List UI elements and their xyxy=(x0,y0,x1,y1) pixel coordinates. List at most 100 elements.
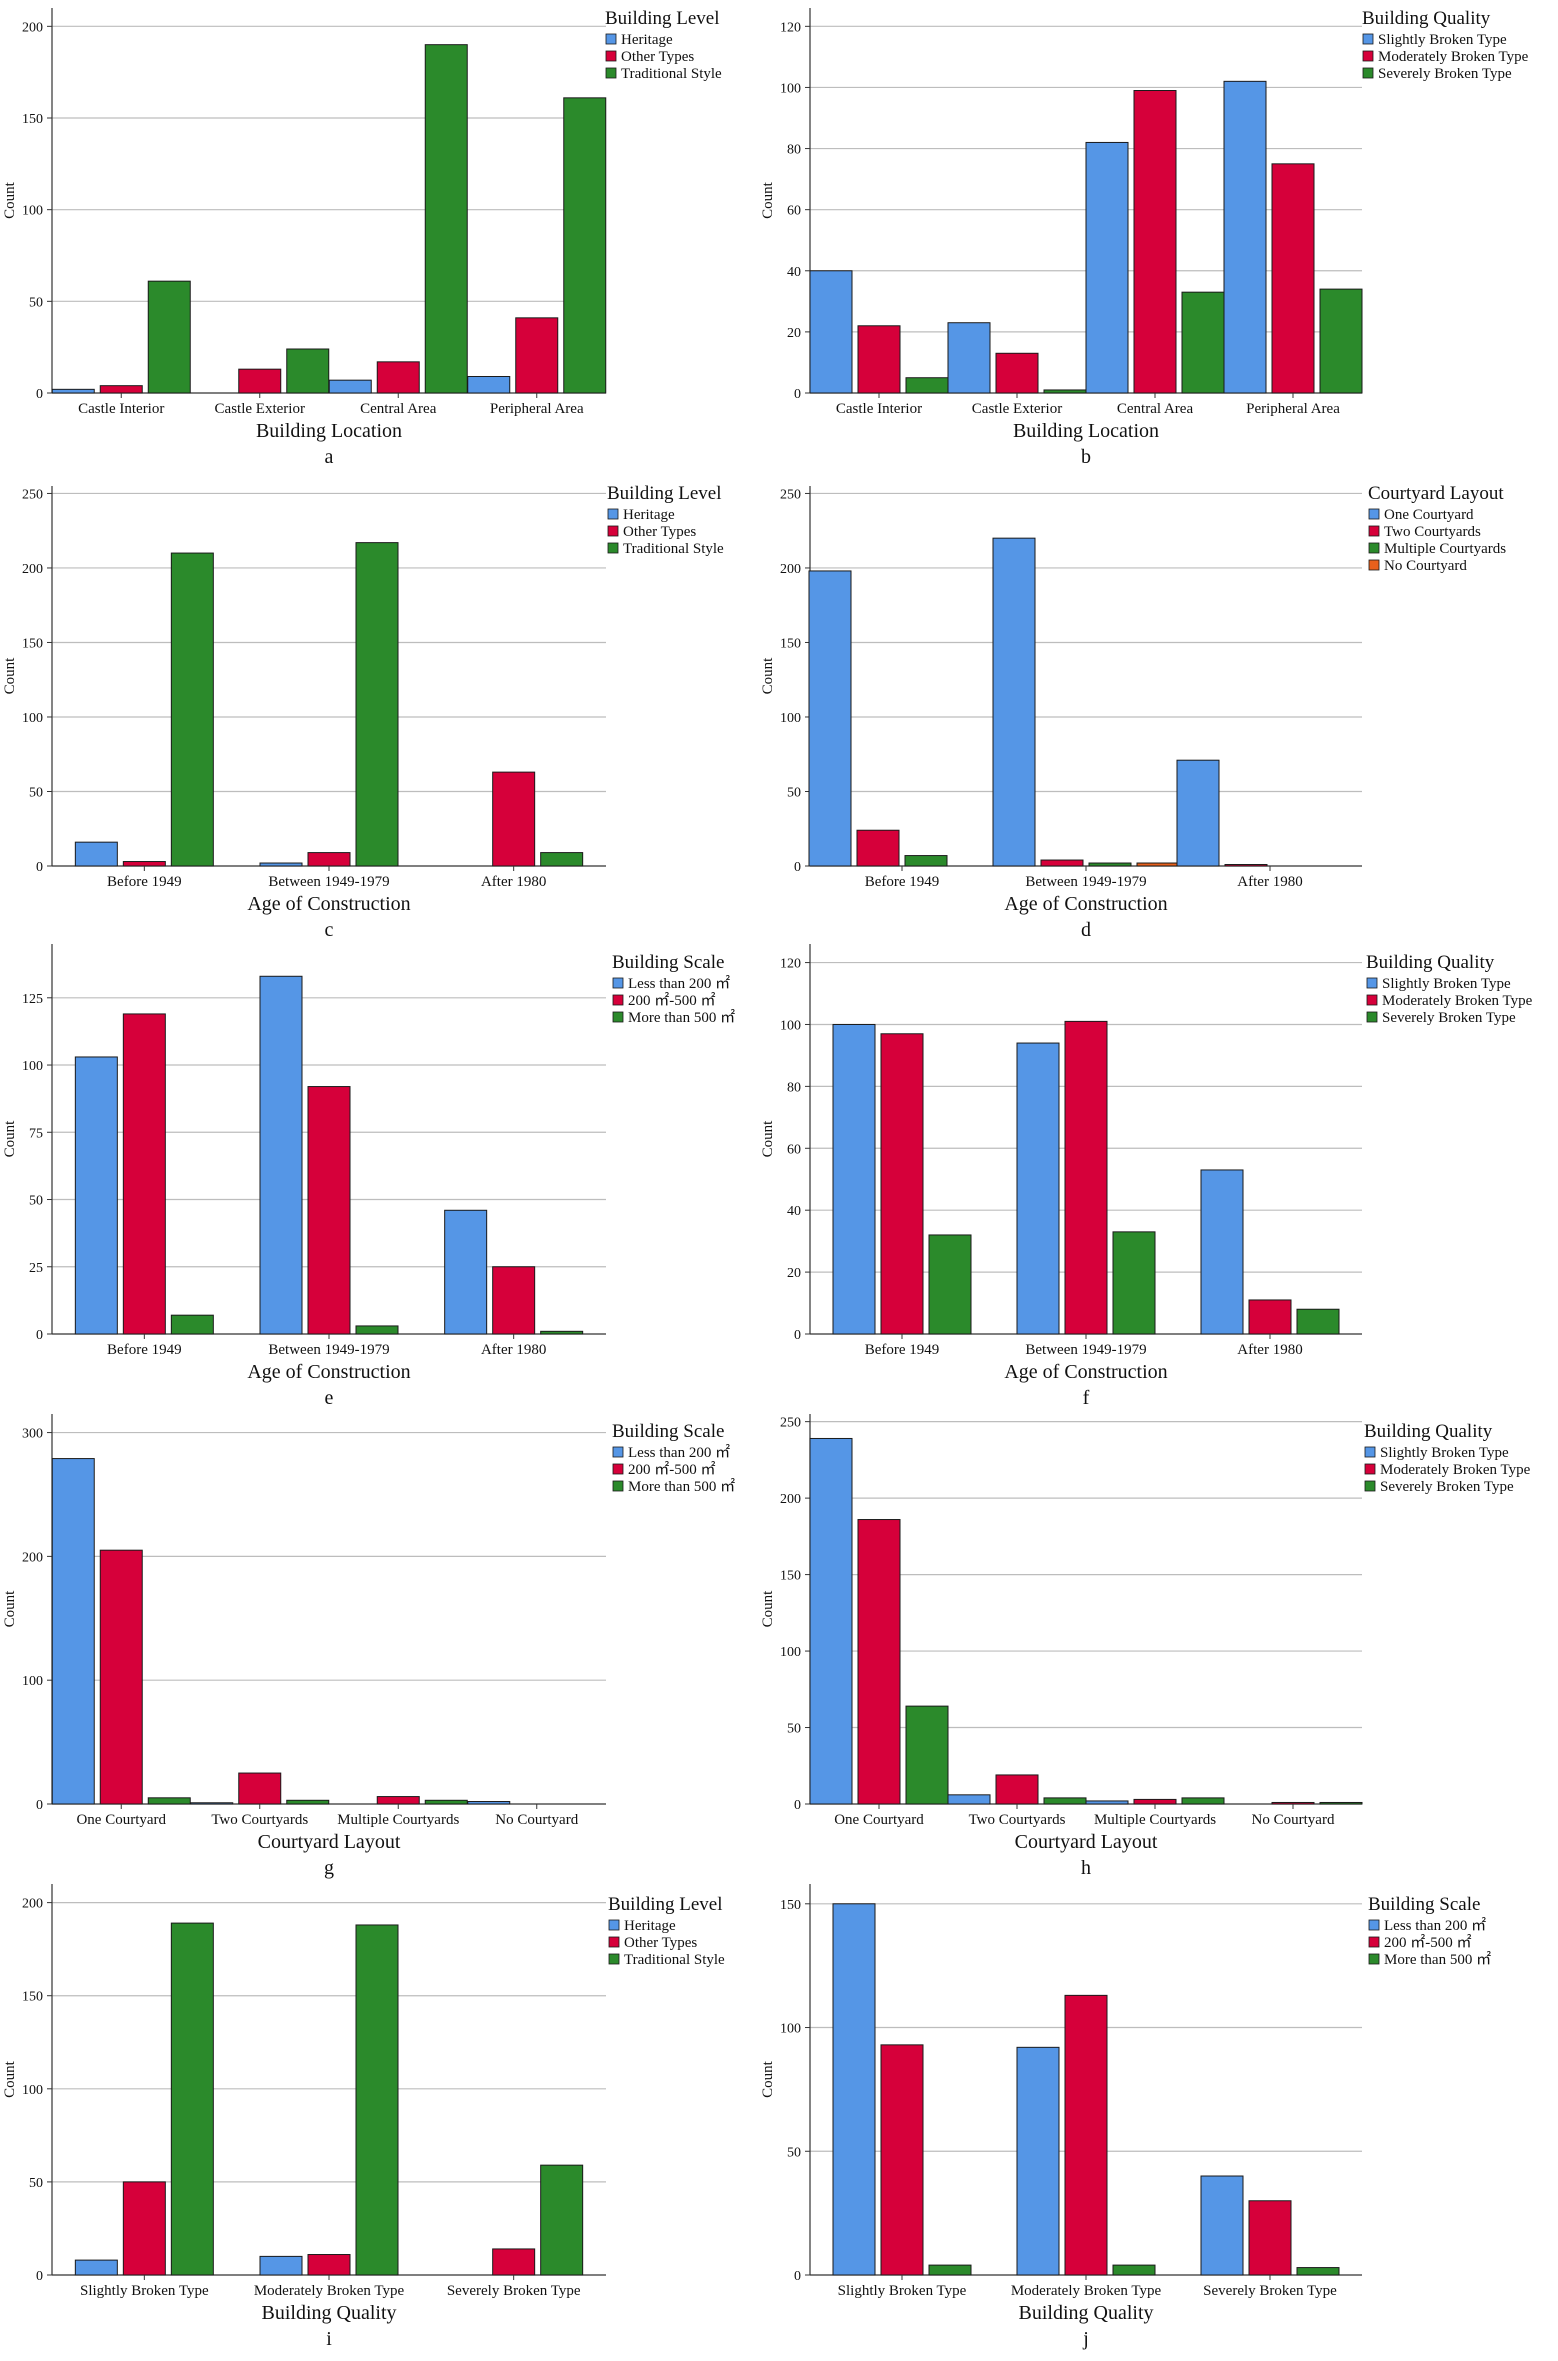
chart-panel-h: 0 50 100 150 200 250 One Courtyard Two Courtyar… xyxy=(760,1414,1531,1879)
legend-label: Heritage xyxy=(624,1918,676,1934)
legend-swatch xyxy=(1362,67,1374,79)
bar xyxy=(376,1796,420,1805)
bar xyxy=(170,1314,214,1335)
bar xyxy=(170,552,214,867)
y-tick-label: 200 xyxy=(780,1492,801,1507)
x-tick-label: Between 1949-1979 xyxy=(1025,1342,1146,1358)
y-tick-label: 0 xyxy=(794,1328,801,1343)
chart-panel-j: 0 50 100 150 Slightly Broken Type Moderately … xyxy=(760,1884,1491,2350)
y-tick-label: 100 xyxy=(780,81,801,96)
legend-swatch xyxy=(608,1953,620,1965)
x-tick-label: Two Courtyards xyxy=(211,1812,308,1828)
bar xyxy=(259,975,303,1335)
y-tick-label: 50 xyxy=(787,2145,801,2160)
bar xyxy=(1064,1994,1108,2276)
x-tick-label: Castle Exterior xyxy=(972,401,1062,417)
y-tick-label: 0 xyxy=(794,1798,801,1813)
bar xyxy=(857,325,901,394)
bar xyxy=(122,861,166,867)
bar xyxy=(1085,141,1129,394)
x-tick-label: Between 1949-1979 xyxy=(268,874,389,890)
bar xyxy=(947,1794,991,1805)
y-tick-label: 250 xyxy=(22,487,43,502)
bar xyxy=(1085,1800,1129,1805)
legend-label: Traditional Style xyxy=(623,541,724,557)
legend-swatch xyxy=(612,994,624,1006)
bar xyxy=(1136,862,1180,867)
y-axis-title: Count xyxy=(2,1120,18,1158)
y-axis-title: Count xyxy=(760,657,776,695)
legend-label: Other Types xyxy=(623,524,696,540)
bar xyxy=(1248,2200,1292,2276)
x-tick-label: Between 1949-1979 xyxy=(1025,874,1146,890)
y-tick-label: 50 xyxy=(29,295,43,310)
x-tick-label: No Courtyard xyxy=(495,1812,578,1828)
legend-label: Severely Broken Type xyxy=(1378,66,1512,82)
chart-panel-i: 0 50 100 150 200 Slightly Broken Type Moderate… xyxy=(2,1884,725,2350)
bar xyxy=(1016,2046,1060,2276)
legend-swatch xyxy=(605,33,617,45)
legend-swatch xyxy=(1364,1480,1376,1492)
legend-title: Building Quality xyxy=(1366,952,1495,973)
legend-label: Two Courtyards xyxy=(1384,524,1481,540)
y-tick-label: 80 xyxy=(787,1080,801,1095)
bar xyxy=(832,1023,876,1335)
bar xyxy=(467,376,511,394)
bar xyxy=(444,1209,488,1335)
y-axis-title: Count xyxy=(760,181,776,219)
bar xyxy=(1223,80,1267,394)
bar xyxy=(857,1519,901,1805)
legend-label: More than 500 ㎡ xyxy=(628,1478,735,1495)
panel-letter: c xyxy=(325,919,334,941)
x-axis-title: Age of Construction xyxy=(1004,893,1167,915)
legend-swatch xyxy=(1364,1446,1376,1458)
y-axis-title: Count xyxy=(2,1590,18,1628)
y-axis-title: Count xyxy=(760,1590,776,1628)
bar xyxy=(286,348,330,394)
y-tick-label: 100 xyxy=(22,711,43,726)
bar xyxy=(307,852,351,867)
x-tick-label: No Courtyard xyxy=(1252,1812,1335,1828)
legend-swatch xyxy=(1362,50,1374,62)
bar xyxy=(809,270,853,394)
x-tick-label: After 1980 xyxy=(481,874,546,890)
panel-letter: h xyxy=(1081,1857,1091,1879)
bar xyxy=(1271,163,1315,394)
bar xyxy=(492,2248,536,2276)
legend-title: Building Scale xyxy=(612,952,724,973)
legend-label: Severely Broken Type xyxy=(1380,1479,1514,1495)
x-tick-label: Slightly Broken Type xyxy=(838,2283,967,2299)
bar xyxy=(51,1458,95,1805)
y-axis-title: Count xyxy=(2,657,18,695)
bar xyxy=(147,1797,191,1805)
legend-title: Building Quality xyxy=(1362,8,1491,29)
x-tick-label: Castle Interior xyxy=(78,401,164,417)
bar xyxy=(928,2264,972,2276)
bar xyxy=(467,1801,511,1805)
y-tick-label: 80 xyxy=(787,143,801,158)
panel-letter: d xyxy=(1081,919,1091,941)
x-tick-label: One Courtyard xyxy=(834,1812,924,1828)
y-tick-label: 100 xyxy=(22,2083,43,2098)
y-tick-label: 20 xyxy=(787,1266,801,1281)
legend-swatch xyxy=(1368,1953,1380,1965)
x-tick-label: Moderately Broken Type xyxy=(254,2283,405,2299)
y-tick-label: 200 xyxy=(22,20,43,35)
legend-swatch xyxy=(1366,977,1378,989)
y-tick-label: 100 xyxy=(22,1059,43,1074)
bar xyxy=(808,570,852,867)
legend-swatch xyxy=(1368,542,1380,554)
x-tick-label: Central Area xyxy=(360,401,437,417)
bar xyxy=(995,1774,1039,1805)
y-tick-label: 150 xyxy=(780,1898,801,1913)
bar xyxy=(540,1330,584,1335)
bar xyxy=(492,1266,536,1335)
x-tick-label: Two Courtyards xyxy=(969,1812,1066,1828)
legend-label: 200 ㎡-500 ㎡ xyxy=(628,992,716,1009)
bar xyxy=(540,852,584,867)
bar xyxy=(1112,1231,1156,1335)
legend-label: Heritage xyxy=(623,507,675,523)
x-tick-label: Multiple Courtyards xyxy=(337,1812,459,1828)
x-tick-label: Severely Broken Type xyxy=(447,2283,581,2299)
